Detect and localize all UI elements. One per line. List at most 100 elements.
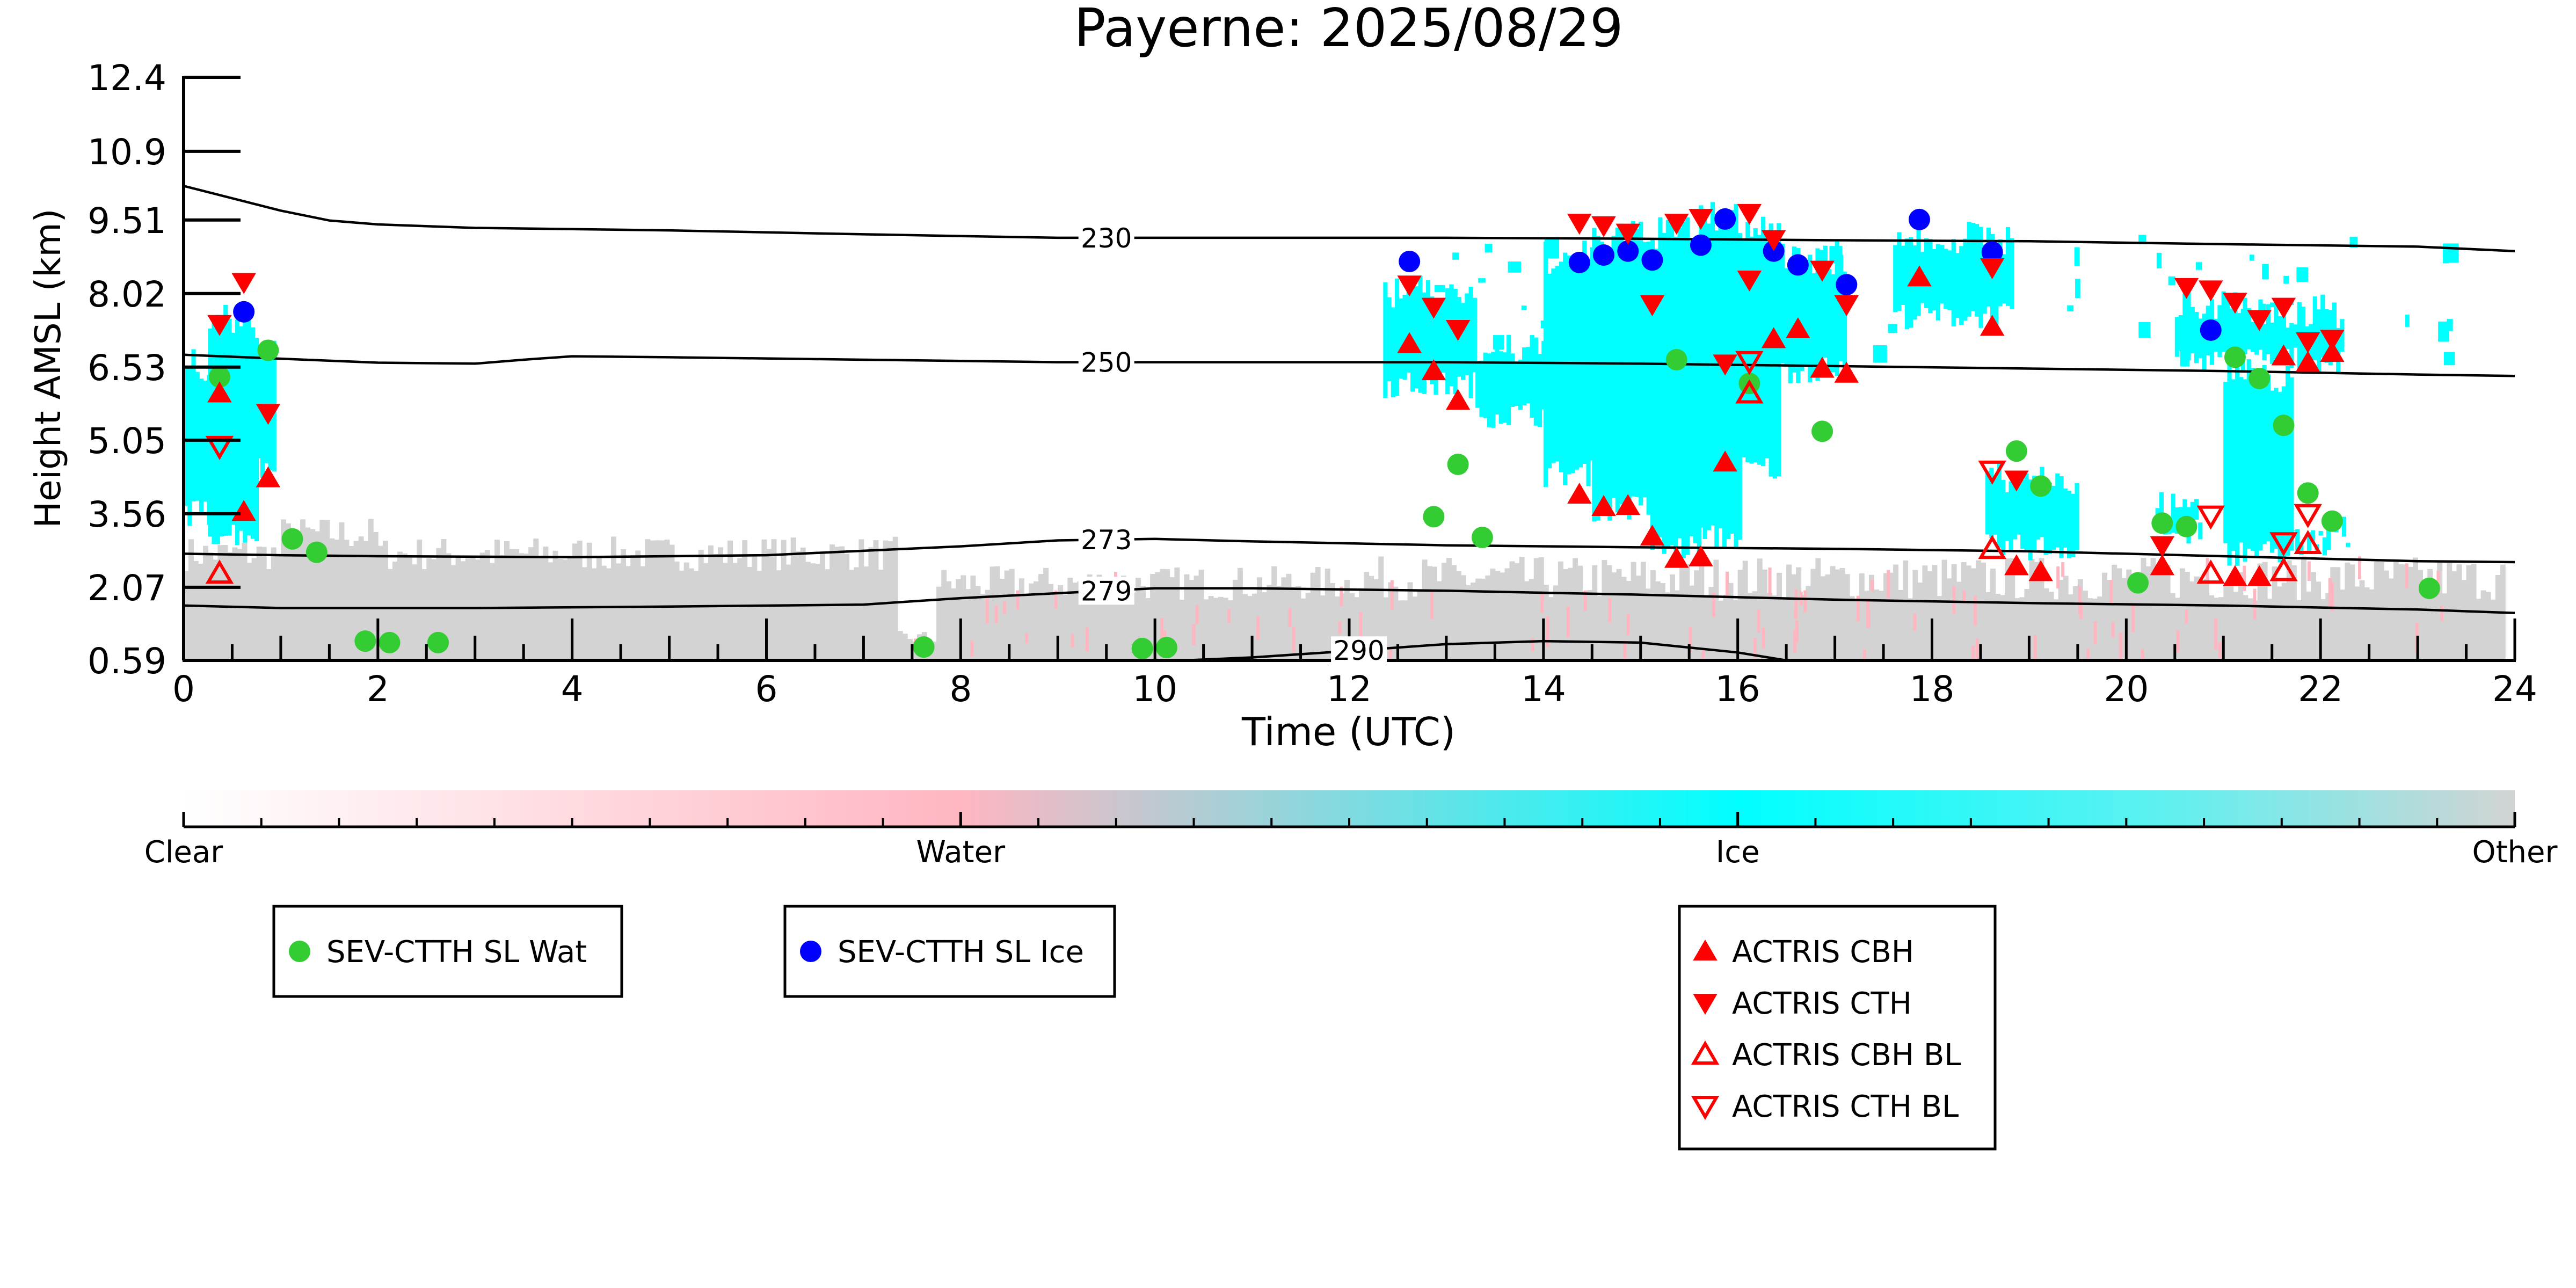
- water-class-speck: [2307, 561, 2311, 581]
- other-class-column: [703, 563, 709, 660]
- other-class-column: [951, 588, 957, 660]
- ice-class-column: [1772, 240, 1777, 478]
- other-class-column: [1917, 583, 1923, 660]
- other-class-column: [1946, 578, 1952, 660]
- legend-marker-actris-cbh: [1693, 940, 1718, 960]
- other-class-column: [1796, 567, 1802, 660]
- water-class-speck: [1338, 621, 1342, 634]
- colorbar-label-clear: Clear: [144, 835, 223, 870]
- ice-class-column: [2028, 479, 2033, 561]
- ice-class-column: [1718, 222, 1723, 529]
- other-class-column: [2141, 557, 2146, 660]
- actris-cbh-marker: [1421, 359, 1446, 381]
- other-class-column: [2014, 598, 2020, 660]
- ice-class-column: [1741, 240, 1747, 457]
- contour-line-230: [184, 185, 2515, 252]
- y-tick-label: 3.56: [88, 494, 166, 535]
- other-class-column: [674, 561, 680, 660]
- y-ticks: 0.59 2.07 3.56 5.05 6.53 8.02 9.51 10.9 12.4: [88, 57, 241, 682]
- other-class-column: [1985, 592, 1991, 660]
- other-class-column: [1937, 596, 1942, 660]
- ice-class-column: [1944, 249, 1948, 309]
- other-class-column: [1169, 577, 1175, 660]
- water-class-speck: [2253, 588, 2257, 620]
- ice-class-column: [1402, 295, 1407, 380]
- water-class-speck: [1546, 616, 1549, 647]
- other-class-column: [2204, 578, 2210, 660]
- other-class-column: [2010, 558, 2015, 660]
- other-class-column: [1582, 591, 1588, 660]
- other-class-column: [2136, 573, 2142, 660]
- ice-class-column: [2311, 530, 2316, 541]
- other-class-column: [1592, 565, 1598, 660]
- other-class-column: [989, 566, 995, 660]
- other-class-column: [2398, 564, 2404, 660]
- ice-class-speck: [1648, 332, 1657, 347]
- ice-class-column: [2043, 490, 2048, 555]
- colorbar-label-water: Water: [916, 835, 1006, 870]
- other-class-column: [1529, 579, 1534, 660]
- ice-class-speck: [2438, 321, 2449, 342]
- other-class-column: [1577, 565, 1583, 660]
- other-class-column: [2359, 580, 2365, 660]
- sev-ctth-sl-wat-marker: [281, 528, 303, 550]
- other-class-column: [718, 547, 723, 660]
- other-class-column: [2296, 600, 2302, 660]
- other-class-column: [1402, 600, 1408, 660]
- ice-class-column: [1627, 239, 1632, 520]
- other-class-column: [932, 642, 937, 660]
- other-class-column: [514, 549, 520, 660]
- other-class-column: [436, 548, 442, 660]
- ice-class-column: [1487, 353, 1492, 428]
- ice-class-speck: [2249, 254, 2254, 261]
- other-class-column: [2388, 578, 2394, 660]
- ice-class-column: [2055, 473, 2060, 548]
- ice-class-column: [2254, 315, 2259, 355]
- other-class-column: [1315, 567, 1321, 660]
- water-class-speck: [2131, 603, 2135, 632]
- other-class-column: [1300, 598, 1306, 660]
- actris-cth-marker: [2150, 536, 2175, 557]
- ice-class-column: [2047, 482, 2052, 554]
- ice-class-column: [2012, 479, 2017, 540]
- ice-class-speck: [2443, 243, 2449, 264]
- other-class-column: [2461, 580, 2467, 660]
- other-class-column: [1208, 595, 1214, 660]
- other-class-column: [1825, 574, 1831, 660]
- water-class-speck: [1768, 567, 1772, 596]
- other-class-column: [290, 547, 296, 660]
- ice-class-column: [2040, 467, 2044, 537]
- other-class-column: [1670, 574, 1675, 660]
- ice-class-column: [1586, 263, 1591, 486]
- other-class-column: [698, 549, 704, 660]
- ice-class-column: [2182, 293, 2187, 362]
- other-class-column: [1398, 600, 1403, 660]
- water-class-speck: [1871, 579, 1874, 592]
- sev-ctth-sl-ice-marker: [1690, 234, 1712, 256]
- ice-class-column: [1383, 282, 1388, 398]
- contour-line-273: [184, 537, 2515, 564]
- legend-marker-actris-cth-bl: [1691, 1096, 1720, 1120]
- actris-cbh-marker: [1761, 327, 1786, 348]
- sev-ctth-sl-ice-marker: [1714, 208, 1736, 230]
- ice-class-column: [2009, 481, 2013, 551]
- other-class-column: [1427, 566, 1432, 660]
- other-class-column: [1227, 600, 1233, 660]
- ice-class-column: [1796, 248, 1801, 383]
- ice-class-column: [2221, 291, 2226, 352]
- other-class-column: [1655, 581, 1661, 660]
- actris-cth-marker: [2198, 280, 2223, 302]
- other-class-column: [242, 542, 248, 660]
- other-class-column: [2485, 592, 2491, 660]
- other-class-column: [1237, 567, 1243, 660]
- ice-class-column: [2005, 227, 2011, 306]
- other-class-column: [334, 540, 340, 660]
- water-class-speck: [2214, 618, 2218, 650]
- ice-class-column: [1689, 241, 1694, 536]
- actris-cbh-bl-marker: [1978, 535, 2006, 559]
- ice-class-column: [2243, 297, 2247, 355]
- ice-class-column: [2174, 317, 2179, 357]
- other-class-column: [1072, 583, 1078, 660]
- other-class-column: [1320, 595, 1326, 660]
- actris-cbh-marker: [1445, 389, 1471, 410]
